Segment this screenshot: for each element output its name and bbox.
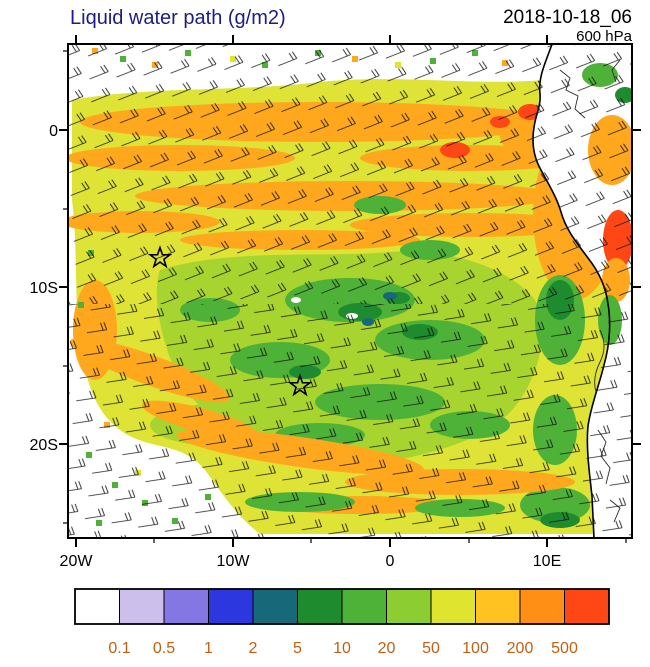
colorbar-cell <box>386 588 432 625</box>
colorbar-cell <box>341 588 387 625</box>
y-tick-label: 10S <box>30 280 58 297</box>
colorbar-label: 5 <box>293 640 302 657</box>
colorbar-label: 2 <box>249 640 258 657</box>
wind-barbs-upper <box>68 44 632 304</box>
colorbar-label: 200 <box>507 640 534 657</box>
colorbar-border <box>74 588 610 625</box>
axis-ticks <box>59 35 641 547</box>
datetime-label: 2018-10-18_06 <box>503 7 632 28</box>
colorbar-cell <box>74 588 120 625</box>
colorbar-cell <box>163 588 209 625</box>
colorbar-cell <box>519 588 565 625</box>
x-tick-label: 20W <box>60 553 94 570</box>
colorbar-cell <box>475 588 521 625</box>
map-field <box>68 44 632 538</box>
star-marker <box>287 373 313 397</box>
colorbar-label: 50 <box>422 640 440 657</box>
colorbar-cell <box>252 588 298 625</box>
colorbar-label: 100 <box>462 640 489 657</box>
colorbar-label: 10 <box>333 640 351 657</box>
x-tick-label: 10W <box>217 553 251 570</box>
page-title: Liquid water path (g/m2) <box>70 7 286 29</box>
colorbar-label: 500 <box>551 640 578 657</box>
colorbar-cell <box>297 588 343 625</box>
colorbar-labels: 0.1 0.5 1 2 5 10 20 50 100 200 500 <box>108 640 578 657</box>
colorbar-label: 0.1 <box>108 640 130 657</box>
y-tick-label: 20S <box>30 437 58 454</box>
star-markers <box>147 245 313 397</box>
colorbar-label: 20 <box>378 640 396 657</box>
colorbar-label: 1 <box>204 640 213 657</box>
colorbar-cell <box>430 588 476 625</box>
pressure-level-label: 600 hPa <box>576 28 633 45</box>
colorbar-cell <box>119 588 165 625</box>
star-marker <box>147 245 173 269</box>
colorbar-cell <box>208 588 254 625</box>
y-tick-label: 0 <box>49 123 58 140</box>
colorbar: 0.1 0.5 1 2 5 10 20 50 100 200 500 <box>74 588 610 657</box>
y-axis-labels: 0 10S 20S <box>30 123 59 454</box>
map-frame <box>67 43 633 539</box>
x-axis-labels: 20W 10W 0 10E <box>60 553 562 570</box>
wind-barbs-lower <box>68 304 632 538</box>
colorbar-label: 0.5 <box>153 640 175 657</box>
colorbar-cell <box>564 588 610 625</box>
x-tick-label: 0 <box>386 553 395 570</box>
x-tick-label: 10E <box>533 553 561 570</box>
